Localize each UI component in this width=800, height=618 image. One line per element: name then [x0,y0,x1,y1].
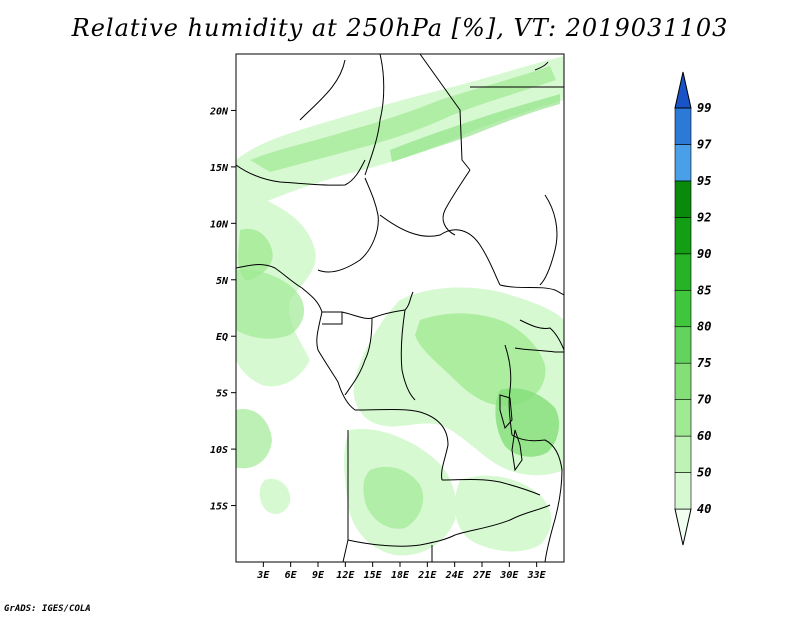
colorbar-segment [674,289,692,328]
colorbar-label: 50 [697,466,711,480]
humidity-band-north-core [250,66,556,172]
lon-tick-label: 33E [527,570,547,581]
lat-tick-label: 15N [210,163,229,174]
lon-tick-label: 9E [312,570,325,581]
axis-ticks: 20N 15N 10N 5N EQ 5S 10S 15S 3E 6E 9E 12E 15E 18E 21E 2… [209,106,547,581]
lon-tick-label: 15E [364,570,383,581]
colorbar-segment [674,107,692,145]
colorbar-lower-arrow [674,508,692,546]
colorbar-segment [674,399,692,437]
lat-tick-label: EQ [216,332,228,343]
map-title: Relative humidity at 250hPa [%], VT: 201… [71,14,729,42]
lon-tick-label: 6E [285,570,298,581]
humidity-field [236,54,564,562]
colorbar-label: 92 [697,210,711,224]
colorbar-segment [674,144,692,182]
grads-credit: GrADS: IGES/COLA [4,604,91,614]
colorbar-label: 99 [697,101,711,115]
lon-tick-label: 24E [445,570,465,581]
colorbar-label: 80 [697,320,711,334]
lat-tick-label: 15S [210,502,228,513]
colorbar-segment [674,217,692,255]
lat-tick-label: 10N [210,219,229,230]
lat-tick-label: 5S [216,389,228,400]
colorbar-upper-arrow [674,71,692,109]
lon-tick-label: 21E [417,570,437,581]
lon-tick-label: 12E [336,570,355,581]
colorbar-segment [674,472,692,510]
colorbar-segment [674,253,692,291]
lat-tick-label: 5N [216,276,229,287]
colorbar-segment [674,362,692,400]
lat-tick-label: 20N [209,106,229,117]
colorbar: 40 50 60 70 75 80 85 90 92 95 97 99 [674,71,712,546]
colorbar-segment [674,326,692,364]
colorbar-label: 40 [697,502,711,516]
lon-tick-label: 27E [472,570,492,581]
lon-tick-label: 18E [391,570,410,581]
lat-tick-label: 10S [210,445,228,456]
colorbar-label: 97 [697,137,712,151]
colorbar-label: 70 [697,393,711,407]
country-borders [236,54,564,562]
colorbar-label: 85 [697,283,711,297]
colorbar-label: 75 [697,356,711,370]
colorbar-label: 60 [697,429,711,443]
colorbar-label: 95 [697,174,711,188]
colorbar-segment [674,435,692,473]
colorbar-segment [674,180,692,218]
lon-tick-label: 30E [499,570,519,581]
lon-tick-label: 3E [256,570,270,581]
colorbar-label: 90 [697,247,711,261]
